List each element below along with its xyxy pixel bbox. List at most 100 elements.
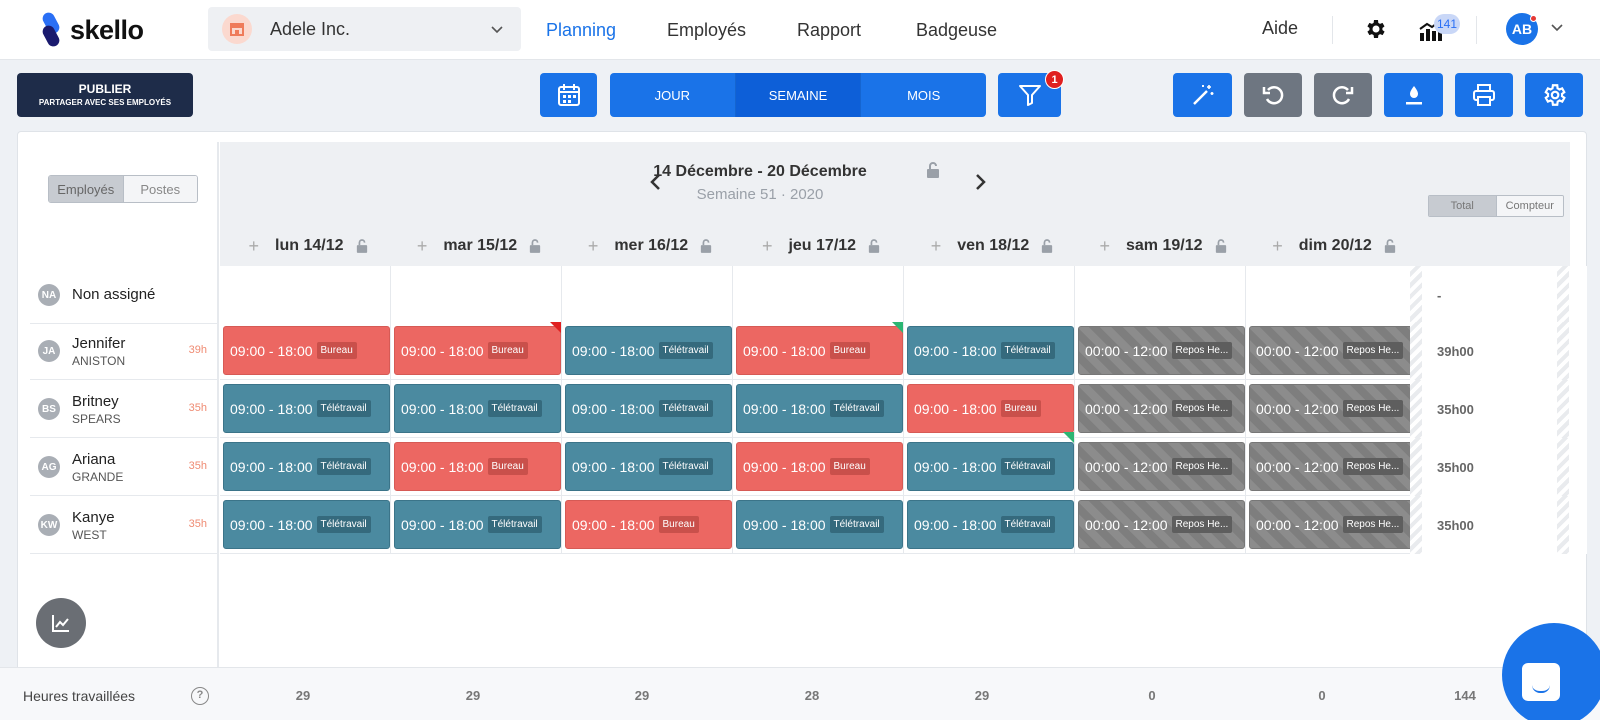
shift-block[interactable]: 09:00 - 18:00 Télétravail [907, 500, 1074, 549]
previous-week-arrow[interactable] [648, 172, 664, 192]
help-icon[interactable]: ? [191, 687, 209, 705]
view-week-button[interactable]: SEMAINE [734, 73, 861, 117]
nav-aide[interactable]: Aide [1262, 18, 1299, 38]
shift-block[interactable]: 09:00 - 18:00 Bureau [223, 326, 390, 375]
unassigned-row[interactable]: NA Non assigné [30, 266, 219, 324]
shift-position-tag: Bureau [658, 516, 699, 533]
shift-block[interactable]: 00:00 - 12:00 Repos He... [1078, 500, 1245, 549]
add-shift-icon[interactable]: + [416, 235, 428, 256]
nav-employes[interactable]: Employés [667, 19, 747, 40]
shift-block[interactable]: 00:00 - 12:00 Repos He... [1078, 384, 1245, 433]
shift-position-tag: Télétravail [1000, 458, 1055, 475]
hatch [1410, 322, 1422, 380]
shift-block[interactable]: 09:00 - 18:00 Télétravail [394, 500, 561, 549]
shift-block[interactable]: 09:00 - 18:00 Bureau [394, 326, 561, 375]
employee-row[interactable]: JA Jennifer ANISTON 39h [30, 322, 219, 380]
view-day-button[interactable]: JOUR [610, 73, 735, 117]
publish-button[interactable]: PUBLIER PARTAGER AVEC SES EMPLOYÉS [17, 73, 193, 117]
print-icon [1473, 84, 1495, 106]
employee-row[interactable]: KW Kanye WEST 35h [30, 496, 219, 554]
schedule-cell[interactable] [562, 266, 733, 324]
view-month-button[interactable]: MOIS [860, 73, 986, 117]
shift-block[interactable]: 09:00 - 18:00 Bureau [394, 442, 561, 491]
settings-button[interactable] [1525, 73, 1583, 117]
unlock-icon[interactable] [1384, 239, 1396, 253]
shift-time: 09:00 - 18:00 [401, 516, 484, 533]
print-button[interactable] [1455, 73, 1513, 117]
shift-block[interactable]: 09:00 - 18:00 Télétravail [565, 442, 732, 491]
day-label: dim 20/12 [1298, 237, 1372, 254]
undo-button[interactable] [1244, 73, 1302, 117]
shift-block[interactable]: 00:00 - 12:00 Repos He... [1249, 384, 1416, 433]
calendar-button[interactable] [540, 73, 597, 117]
shift-block[interactable]: 09:00 - 18:00 Télétravail [223, 500, 390, 549]
schedule-cell[interactable] [220, 266, 391, 324]
smart-planner-button[interactable] [1173, 73, 1232, 117]
shift-time: 00:00 - 12:00 [1256, 400, 1339, 417]
shift-time: 00:00 - 12:00 [1256, 458, 1339, 475]
shift-block[interactable]: 09:00 - 18:00 Télétravail [907, 326, 1074, 375]
unlock-icon[interactable] [356, 239, 368, 253]
analytics-button[interactable] [36, 598, 86, 648]
shift-block[interactable]: 09:00 - 18:00 Télétravail [223, 384, 390, 433]
chevron-down-icon[interactable] [1550, 20, 1564, 34]
nav-rapport[interactable]: Rapport [797, 19, 862, 40]
nav-badgeuse[interactable]: Badgeuse [916, 19, 998, 40]
shift-block[interactable]: 09:00 - 18:00 Bureau [736, 326, 903, 375]
shift-block[interactable]: 00:00 - 12:00 Repos He... [1078, 326, 1245, 375]
add-shift-icon[interactable]: + [587, 235, 599, 256]
publish-label: PUBLIER [78, 82, 132, 96]
shift-block[interactable]: 09:00 - 18:00 Télétravail [223, 442, 390, 491]
employee-row[interactable]: AG Ariana GRANDE 35h [30, 438, 219, 496]
schedule-cell[interactable] [904, 266, 1075, 324]
shift-block[interactable]: 09:00 - 18:00 Télétravail [907, 442, 1074, 491]
total-counter-toggle: Total Compteur [1428, 195, 1564, 217]
schedule-cell[interactable] [1246, 266, 1417, 324]
toggle-employees[interactable]: Employés [49, 176, 123, 202]
download-button[interactable] [1384, 73, 1443, 117]
add-shift-icon[interactable]: + [1272, 235, 1283, 256]
unlock-icon[interactable] [1041, 239, 1053, 253]
avatar: AG [38, 456, 60, 478]
shift-block[interactable]: 00:00 - 12:00 Repos He... [1249, 326, 1416, 375]
add-shift-icon[interactable]: + [930, 235, 942, 256]
next-week-arrow[interactable] [972, 172, 988, 192]
gear-icon[interactable] [1363, 17, 1387, 41]
unlock-icon[interactable] [868, 239, 880, 253]
company-selector[interactable]: Adele Inc. [208, 7, 521, 51]
shift-block[interactable]: 09:00 - 18:00 Télétravail [736, 500, 903, 549]
unlock-icon[interactable] [1215, 239, 1227, 253]
shift-position-tag: Repos He... [1342, 458, 1404, 475]
schedule-cell[interactable] [391, 266, 562, 324]
unlock-icon[interactable] [700, 239, 712, 253]
employee-row[interactable]: BS Britney SPEARS 35h [30, 380, 219, 438]
toggle-positions[interactable]: Postes [122, 176, 197, 202]
toggle-total[interactable]: Total [1429, 196, 1496, 216]
shift-time: 09:00 - 18:00 [401, 458, 484, 475]
shift-block[interactable]: 09:00 - 18:00 Télétravail [565, 326, 732, 375]
shift-block[interactable]: 00:00 - 12:00 Repos He... [1249, 442, 1416, 491]
nav-planning[interactable]: Planning [546, 19, 617, 40]
day-worked-hours: 29 [974, 688, 990, 703]
shift-block[interactable]: 09:00 - 18:00 Télétravail [394, 384, 561, 433]
toggle-counter[interactable]: Compteur [1495, 196, 1563, 216]
redo-button[interactable] [1314, 73, 1372, 117]
skello-logo[interactable]: skello [40, 10, 144, 49]
shift-block[interactable]: 09:00 - 18:00 Bureau [565, 500, 732, 549]
unlock-icon[interactable] [926, 162, 940, 178]
shift-block[interactable]: 00:00 - 12:00 Repos He... [1078, 442, 1245, 491]
schedule-cell[interactable] [733, 266, 904, 324]
add-shift-icon[interactable]: + [761, 235, 773, 256]
shift-time: 09:00 - 18:00 [914, 400, 997, 417]
shift-block[interactable]: 09:00 - 18:00 Bureau [907, 384, 1074, 433]
chat-launcher-button[interactable] [1502, 623, 1600, 720]
add-shift-icon[interactable]: + [248, 235, 260, 256]
hatch [1557, 380, 1569, 438]
shift-block[interactable]: 09:00 - 18:00 Bureau [736, 442, 903, 491]
shift-block[interactable]: 09:00 - 18:00 Télétravail [565, 384, 732, 433]
add-shift-icon[interactable]: + [1099, 235, 1110, 256]
unlock-icon[interactable] [529, 239, 541, 253]
shift-block[interactable]: 09:00 - 18:00 Télétravail [736, 384, 903, 433]
shift-block[interactable]: 00:00 - 12:00 Repos He... [1249, 500, 1416, 549]
schedule-cell[interactable] [1075, 266, 1246, 324]
